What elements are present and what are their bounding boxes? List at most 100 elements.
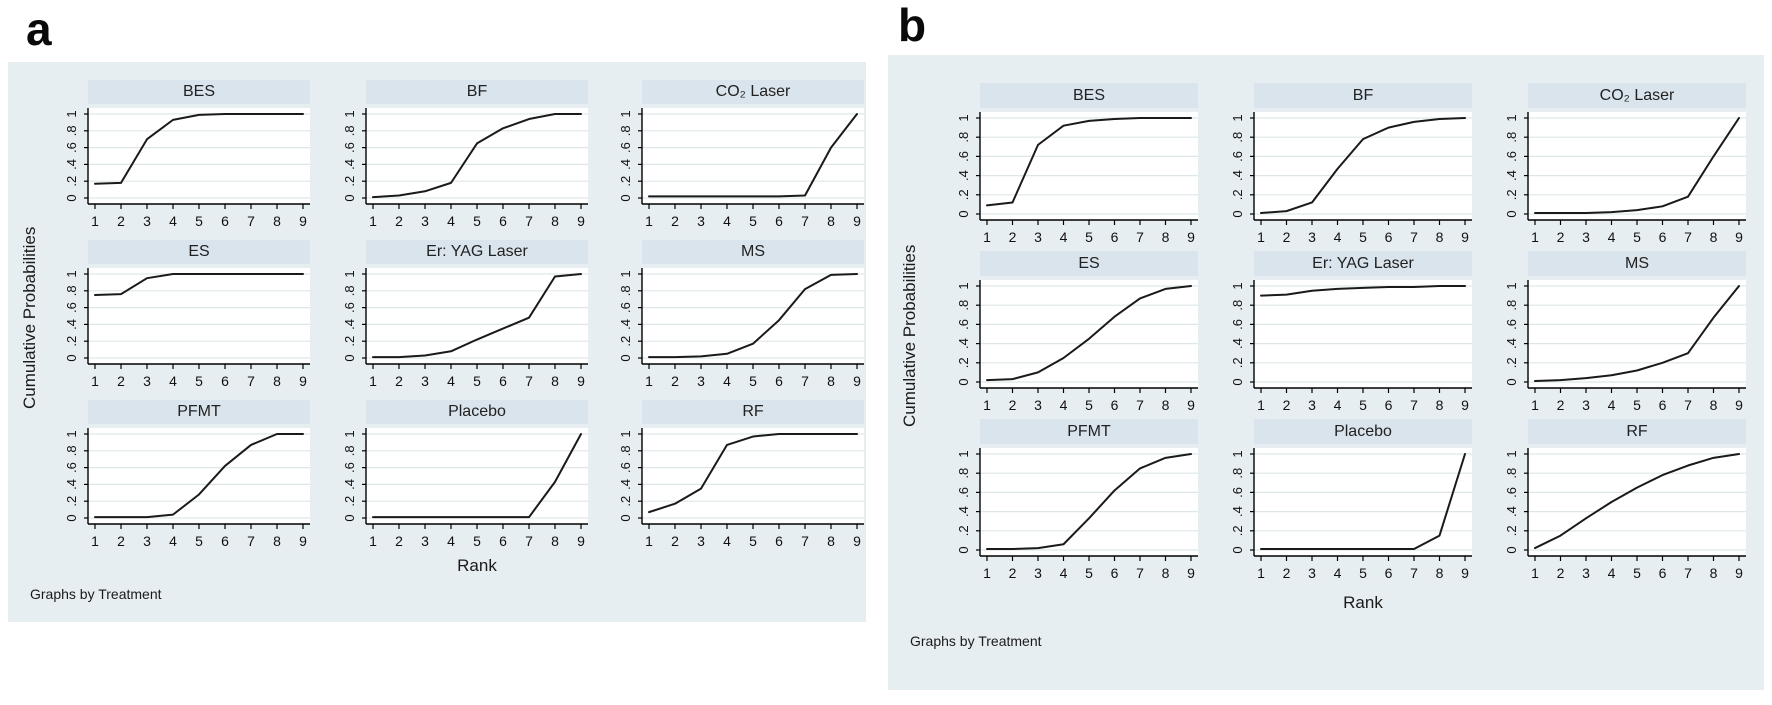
x-tick-label: 4 (723, 373, 731, 389)
y-tick-label: .4 (64, 479, 79, 490)
x-tick-label: 5 (1633, 397, 1641, 413)
x-tick-label: 1 (645, 213, 653, 229)
x-tick-label: 8 (827, 533, 835, 549)
subplot-chart: 0 .2 .4 .6 .8 1 1 2 3 4 5 6 7 8 9 (1230, 280, 1472, 413)
y-tick-label: .2 (1230, 357, 1245, 368)
y-tick-label: 0 (1504, 210, 1519, 217)
subplot: Placebo 0 .2 .4 .6 .8 1 1 2 3 4 5 6 7 8 9 (336, 400, 588, 554)
y-tick-label: .8 (342, 285, 357, 296)
x-tick-label: 3 (697, 213, 705, 229)
x-tick-label: 2 (1557, 229, 1565, 245)
x-tick-label: 1 (983, 565, 991, 581)
subplot: Er: YAG Laser 0 .2 .4 .6 .8 1 1 2 3 4 5 6 7 8 9 (336, 240, 588, 394)
x-tick-label: 5 (473, 373, 481, 389)
x-tick-label: 7 (1136, 565, 1144, 581)
x-tick-label: 7 (1684, 397, 1692, 413)
y-tick-label: .2 (1230, 189, 1245, 200)
x-tick-label: 6 (775, 373, 783, 389)
x-tick-label: 3 (421, 373, 429, 389)
y-tick-label: .4 (1504, 506, 1519, 517)
y-tick-label: 1 (1504, 282, 1519, 289)
x-tick-label: 8 (273, 533, 281, 549)
x-tick-label: 2 (1557, 565, 1565, 581)
x-tick-label: 4 (1334, 229, 1342, 245)
x-tick-label: 7 (247, 213, 255, 229)
y-tick-label: .4 (1230, 506, 1245, 517)
x-tick-label: 1 (1257, 397, 1265, 413)
x-tick-label: 9 (299, 213, 307, 229)
x-tick-label: 7 (801, 213, 809, 229)
x-tick-label: 7 (1684, 229, 1692, 245)
y-tick-label: .4 (618, 319, 633, 330)
x-tick-label: 6 (499, 213, 507, 229)
y-tick-label: .4 (64, 319, 79, 330)
y-tick-label: .6 (1504, 487, 1519, 498)
y-tick-label: 1 (1230, 282, 1245, 289)
y-tick-label: 0 (618, 354, 633, 361)
x-tick-label: 7 (525, 373, 533, 389)
x-tick-label: 7 (1136, 397, 1144, 413)
x-tick-label: 7 (1410, 397, 1418, 413)
x-tick-label: 2 (1283, 565, 1291, 581)
subplot-chart: 0 .2 .4 .6 .8 1 1 2 3 4 5 6 7 8 9 (1230, 112, 1472, 245)
subplot: MS 0 .2 .4 .6 .8 1 1 2 3 4 5 6 7 8 9 (1498, 251, 1746, 418)
subplot-chart: 0 .2 .4 .6 .8 1 1 2 3 4 5 6 7 8 9 (956, 280, 1198, 413)
x-tick-label: 5 (1359, 397, 1367, 413)
x-tick-label: 8 (1710, 229, 1718, 245)
x-tick-label: 8 (1710, 397, 1718, 413)
y-tick-label: .2 (956, 357, 971, 368)
panel-b: Cumulative Probabilities BES 0 .2 .4 .6 .8 1 1 2… (888, 55, 1764, 690)
y-tick-label: 0 (64, 354, 79, 361)
subplot-title: MS (642, 240, 864, 264)
x-tick-label: 9 (853, 533, 861, 549)
y-tick-label: .6 (342, 142, 357, 153)
x-tick-label: 4 (1334, 397, 1342, 413)
y-tick-label: .2 (342, 496, 357, 507)
x-tick-label: 8 (551, 533, 559, 549)
x-tick-label: 7 (525, 213, 533, 229)
y-tick-label: .8 (1230, 300, 1245, 311)
x-tick-label: 7 (247, 373, 255, 389)
x-tick-label: 4 (169, 533, 177, 549)
y-tick-label: .2 (618, 496, 633, 507)
x-tick-label: 8 (1162, 397, 1170, 413)
x-tick-label: 7 (1410, 565, 1418, 581)
x-tick-label: 4 (169, 213, 177, 229)
x-tick-label: 1 (983, 229, 991, 245)
x-tick-label: 1 (369, 533, 377, 549)
x-tick-label: 6 (1385, 229, 1393, 245)
subplot-title: PFMT (980, 419, 1198, 444)
y-tick-label: .2 (618, 336, 633, 347)
x-tick-label: 3 (1582, 565, 1590, 581)
y-tick-label: .2 (1504, 357, 1519, 368)
y-tick-label: 0 (956, 546, 971, 553)
x-tick-label: 4 (447, 533, 455, 549)
subplot-chart: 0 .2 .4 .6 .8 1 1 2 3 4 5 6 7 8 9 (956, 448, 1198, 581)
x-tick-label: 4 (723, 533, 731, 549)
y-tick-label: 0 (956, 378, 971, 385)
x-tick-label: 9 (577, 213, 585, 229)
y-tick-label: .6 (618, 302, 633, 313)
x-tick-label: 5 (1633, 565, 1641, 581)
subplot-chart: 0 .2 .4 .6 .8 1 1 2 3 4 5 6 7 8 9 (64, 268, 310, 389)
x-tick-label: 8 (273, 213, 281, 229)
x-tick-label: 2 (395, 213, 403, 229)
y-tick-label: 1 (1230, 114, 1245, 121)
y-tick-label: 1 (64, 270, 79, 277)
x-tick-label: 9 (299, 373, 307, 389)
x-tick-label: 3 (697, 533, 705, 549)
x-tick-label: 5 (1359, 229, 1367, 245)
x-tick-label: 8 (273, 373, 281, 389)
y-tick-label: .6 (64, 462, 79, 473)
y-tick-label: 0 (342, 354, 357, 361)
subplot-chart: 0 .2 .4 .6 .8 1 1 2 3 4 5 6 7 8 9 (342, 428, 588, 549)
x-tick-label: 1 (1531, 229, 1539, 245)
y-tick-label: .8 (1230, 132, 1245, 143)
x-tick-label: 2 (1283, 397, 1291, 413)
x-tick-label: 6 (1385, 397, 1393, 413)
subplot: BF 0 .2 .4 .6 .8 1 1 2 3 4 5 6 7 8 9 (1224, 83, 1472, 250)
x-tick-label: 7 (801, 533, 809, 549)
subplot: BES 0 .2 .4 .6 .8 1 1 2 3 4 5 6 7 8 9 (950, 83, 1198, 250)
x-tick-label: 8 (551, 213, 559, 229)
